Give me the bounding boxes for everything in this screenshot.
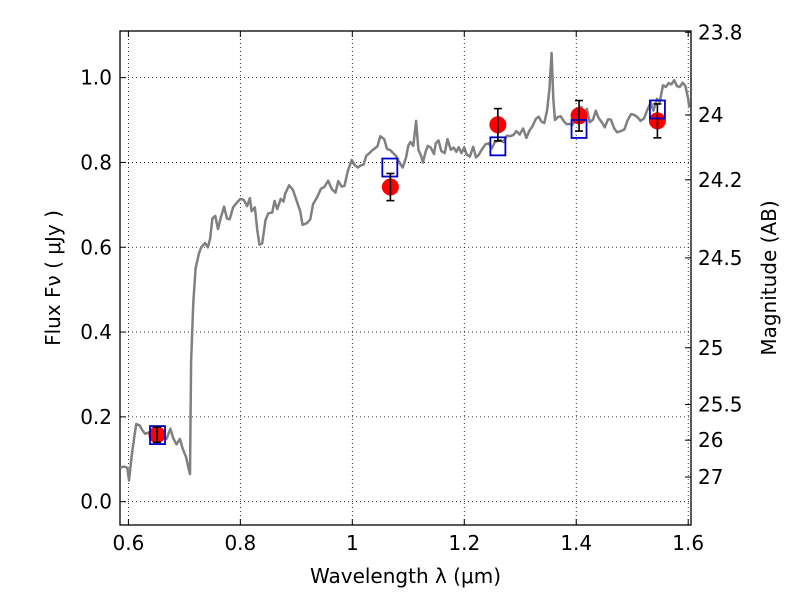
y-tick-label: 0.8 <box>80 150 112 174</box>
magnitude-tick-label: 25.5 <box>698 393 743 417</box>
magnitude-tick-label: 26 <box>698 428 723 452</box>
magnitude-tick-label: 25 <box>698 336 723 360</box>
data-clip-group <box>120 51 691 482</box>
magnitude-tick-label: 23.8 <box>698 20 743 44</box>
y2-axis-label: Magnitude (AB) <box>757 200 781 355</box>
magnitude-tick-label: 24 <box>698 103 723 127</box>
y-axis-label: Flux Fν ( μJy ) <box>41 210 65 346</box>
x-tick-label: 0.8 <box>224 531 256 555</box>
y-tick-label: 0.2 <box>80 405 112 429</box>
magnitude-tick-label: 27 <box>698 465 723 489</box>
x-tick-label: 0.6 <box>112 531 144 555</box>
plot-frame <box>119 30 692 526</box>
x-axis-label: Wavelength λ (μm) <box>310 564 501 588</box>
model-spectrum-line <box>120 51 691 482</box>
x-tick-label: 1.4 <box>560 531 592 555</box>
gridlines <box>120 31 691 525</box>
y-tick-label: 0.6 <box>80 235 112 259</box>
y-tick-label: 1.0 <box>80 66 112 90</box>
y-tick-label: 0.0 <box>80 490 112 514</box>
model-photometry-marker <box>149 425 166 446</box>
data-layer <box>120 51 691 482</box>
x-tick-label: 1.2 <box>448 531 480 555</box>
x-tick-label: 1.6 <box>672 531 704 555</box>
magnitude-tick-label: 24.5 <box>698 246 743 270</box>
y-tick-label: 0.4 <box>80 320 112 344</box>
axis-ticks: 0.6 0.8 1 1.2 1.4 1.6 0.0 0.2 0.4 0.6 0.8 1.0 23.8 24… <box>80 20 742 555</box>
magnitude-tick-label: 24.2 <box>698 168 743 192</box>
x-tick-label: 1 <box>346 531 359 555</box>
